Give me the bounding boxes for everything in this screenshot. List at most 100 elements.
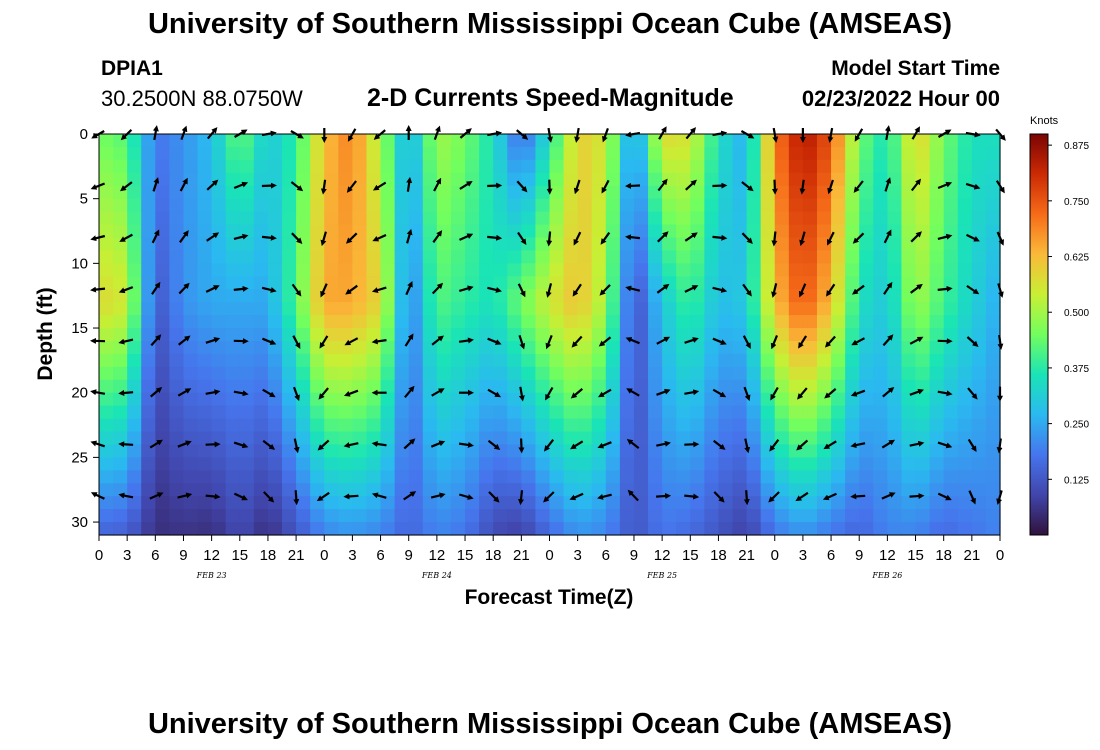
colorbar-tick-label: 0.500 [1064, 308, 1089, 319]
heatmap-cell [957, 315, 973, 329]
heatmap-cell [225, 146, 241, 161]
current-arrow [713, 439, 726, 450]
heatmap-cell [971, 172, 987, 187]
heatmap-cell [296, 276, 311, 290]
heatmap-cell [408, 146, 424, 161]
heatmap-cell [324, 470, 339, 484]
x-tick-label: 3 [123, 547, 131, 564]
heatmap-cell [380, 379, 396, 394]
heatmap-cell [873, 366, 888, 381]
x-tick-label: 21 [288, 547, 305, 564]
current-arrow [712, 337, 727, 345]
heatmap-cell [493, 509, 508, 523]
heatmap-cell [915, 483, 931, 497]
heatmap-cell [915, 392, 931, 407]
heatmap-cell [521, 250, 537, 264]
heatmap-cell [985, 315, 1001, 329]
heatmap-cell [183, 353, 199, 368]
heatmap-cell [183, 146, 199, 161]
heatmap-cell [127, 483, 142, 497]
heatmap-cell [282, 496, 297, 510]
heatmap-cell [282, 483, 297, 497]
heatmap-cell [296, 315, 311, 329]
heatmap-cell [197, 509, 213, 523]
heatmap-cell [366, 263, 382, 277]
heatmap-cell [183, 418, 199, 433]
heatmap-cell [225, 198, 241, 213]
heatmap-cell [605, 496, 621, 510]
heatmap-cell [183, 470, 199, 484]
heatmap-cell [253, 276, 269, 290]
heatmap-cell [479, 263, 494, 277]
heatmap-cell [985, 366, 1001, 381]
heatmap-cell [310, 302, 325, 316]
colorbar-unit: Knots [1030, 115, 1059, 127]
heatmap-cell [267, 185, 283, 200]
heatmap-cell [450, 431, 466, 446]
heatmap-cell [901, 276, 917, 290]
heatmap-cell [831, 470, 846, 484]
heatmap-cell [324, 444, 339, 458]
heatmap-cell [253, 315, 269, 329]
current-arrow [625, 182, 641, 189]
heatmap-cell [380, 483, 396, 497]
heatmap-cell [788, 379, 804, 394]
heatmap-cell [253, 353, 269, 368]
heatmap-cell [380, 418, 396, 433]
heatmap-cell [267, 134, 283, 148]
heatmap-cell [282, 353, 297, 368]
heatmap-cell [929, 470, 945, 484]
heatmap-cell [985, 237, 1001, 252]
heatmap-cell [549, 328, 565, 342]
heatmap-cell [282, 211, 297, 226]
heatmap-cell [901, 146, 917, 161]
heatmap-cell [648, 172, 663, 187]
heatmap-cell [521, 379, 537, 394]
heatmap-cell [929, 237, 945, 252]
heatmap-cell [394, 302, 410, 316]
heatmap-cell [225, 353, 241, 368]
heatmap-cell [943, 250, 959, 264]
current-arrow [177, 440, 192, 448]
heatmap-cell [577, 276, 593, 290]
heatmap-cell [267, 159, 283, 174]
heatmap-cell [197, 159, 213, 174]
heatmap-cell [746, 483, 762, 497]
heatmap-cell [113, 276, 128, 290]
heatmap-cell [662, 483, 677, 497]
heatmap-cell [619, 444, 635, 458]
heatmap-cell [380, 496, 396, 510]
heatmap-cell [985, 276, 1001, 290]
heatmap-cell [943, 328, 959, 342]
current-arrow [656, 283, 670, 294]
heatmap-cell [169, 353, 185, 368]
heatmap-cell [225, 211, 241, 226]
heatmap-cell [788, 250, 804, 264]
current-arrow [771, 283, 778, 298]
current-arrow [798, 335, 808, 349]
heatmap-cell [929, 366, 945, 381]
heatmap-cell [605, 302, 621, 316]
heatmap-cell [577, 289, 593, 303]
heatmap-cell [465, 250, 480, 264]
heatmap-cell [774, 315, 790, 329]
heatmap-cell [352, 379, 368, 394]
heatmap-cell [676, 392, 691, 407]
heatmap-cell [127, 522, 142, 536]
current-arrow [799, 231, 806, 247]
heatmap-cell [183, 444, 199, 458]
heatmap-cell [957, 134, 973, 148]
heatmap-cell [493, 211, 508, 226]
heatmap-cell [845, 328, 860, 342]
heatmap-cell [591, 159, 607, 174]
heatmap-cell [816, 276, 832, 290]
heatmap-cell [394, 134, 410, 148]
heatmap-cell [887, 353, 903, 368]
heatmap-cell [577, 185, 593, 200]
heatmap-cell [296, 328, 311, 342]
heatmap-cell [507, 134, 522, 148]
heatmap-cell [507, 276, 522, 290]
heatmap-cell [901, 353, 917, 368]
heatmap-cell [253, 185, 269, 200]
heatmap-cell [845, 263, 860, 277]
